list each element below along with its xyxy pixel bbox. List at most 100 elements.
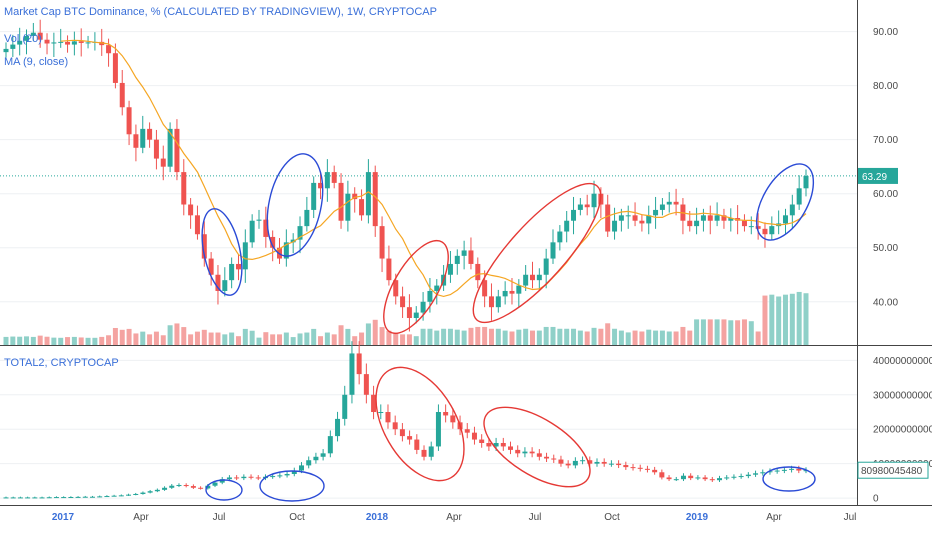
volume-bar (591, 327, 597, 345)
y-tick-label: 40.00 (873, 297, 898, 308)
candle-body (111, 495, 117, 497)
volume-bar (434, 330, 440, 345)
candle-body (702, 477, 708, 480)
candle-body (331, 172, 337, 183)
candle-body (717, 478, 723, 481)
candle-body (393, 280, 399, 297)
time-axis: 2017 Apr Jul Oct 2018 Apr Jul Oct 2019 Apr Jul (52, 512, 857, 523)
volume-bar (612, 328, 618, 345)
candle-body (587, 460, 593, 464)
candle-body (482, 280, 488, 297)
candle-body (536, 453, 542, 457)
candle-body (378, 412, 384, 413)
candle-body (488, 296, 494, 308)
annotation-ellipse (205, 479, 243, 501)
volume-bar (584, 331, 590, 345)
candle-body (673, 201, 679, 205)
volume-bar (277, 334, 283, 345)
candle-body (399, 429, 405, 437)
volume-bar (536, 330, 542, 345)
volume-bar (44, 336, 50, 345)
candle-body (420, 301, 426, 313)
volume-bar (762, 295, 768, 345)
candle-body (385, 412, 391, 423)
volume-bar (133, 333, 139, 345)
candle-body (601, 461, 607, 464)
volume-bar (99, 336, 105, 345)
candle-body (475, 263, 481, 281)
volume-bar (598, 328, 604, 345)
candle-body (564, 220, 570, 232)
candle-body (434, 285, 440, 291)
volume-bar (208, 332, 214, 345)
candle-body (291, 470, 297, 474)
candle-body (551, 458, 557, 460)
candle-body (194, 215, 200, 235)
volume-bar (153, 331, 159, 345)
candle-body (104, 496, 110, 498)
candle-body (249, 220, 255, 243)
candle-body (53, 497, 59, 499)
candle-body (666, 201, 672, 205)
volume-bar (71, 336, 77, 345)
candle-body (782, 215, 788, 224)
candle-body (140, 128, 146, 148)
candle-body (277, 475, 283, 477)
candle-body (447, 263, 453, 275)
candle-body (25, 497, 31, 499)
volume-bar (147, 334, 153, 345)
candle-body (659, 204, 665, 210)
annotation-ellipse (762, 466, 816, 492)
candle-body (406, 307, 412, 318)
candle-body (363, 374, 369, 395)
volume-bar (769, 294, 775, 345)
candle-body (529, 451, 535, 454)
candle-body (118, 495, 124, 497)
volume-bar (714, 319, 720, 345)
candle-body (126, 107, 132, 135)
volume-bar (482, 326, 488, 345)
volume-bar (400, 334, 406, 345)
candle-body (428, 446, 434, 457)
volume-bar (646, 329, 652, 345)
candle-body (695, 477, 701, 479)
candle-body (68, 497, 74, 499)
volume-bar (10, 336, 16, 345)
candle-body (345, 193, 351, 221)
candle-body (169, 485, 175, 488)
candle-body (342, 394, 348, 419)
y-tick-label: 90.00 (873, 27, 898, 38)
volume-bar (324, 332, 330, 345)
candle-body (493, 443, 499, 447)
volume-bar (270, 334, 276, 345)
volume-bar (297, 333, 303, 345)
candle-body (769, 226, 775, 235)
volume-bar (215, 332, 221, 345)
annotation-ellipse (483, 406, 591, 488)
volume-bar (789, 293, 795, 345)
candle-body (181, 172, 187, 205)
candle-body (188, 204, 194, 216)
candle-body (234, 477, 240, 479)
x-tick-label: Apr (446, 512, 462, 523)
candle-body (584, 204, 590, 208)
candle-body (454, 255, 460, 264)
annotation-ellipse (755, 163, 815, 241)
candle-body (543, 258, 549, 275)
candle-body (58, 41, 64, 43)
candle-body (297, 226, 303, 240)
candle-body (709, 479, 715, 481)
candle-body (571, 209, 577, 221)
volume-bar (441, 328, 447, 345)
candle-body (119, 82, 125, 108)
volume-bar (311, 328, 317, 345)
candle-body (508, 446, 514, 450)
volume-bar (495, 328, 501, 345)
candle-body (190, 486, 196, 488)
candle-body (755, 226, 761, 229)
candle-body (625, 215, 631, 217)
candle-body (248, 476, 254, 478)
candle-body (427, 290, 433, 302)
last-value-label: 63.29 (862, 172, 887, 183)
